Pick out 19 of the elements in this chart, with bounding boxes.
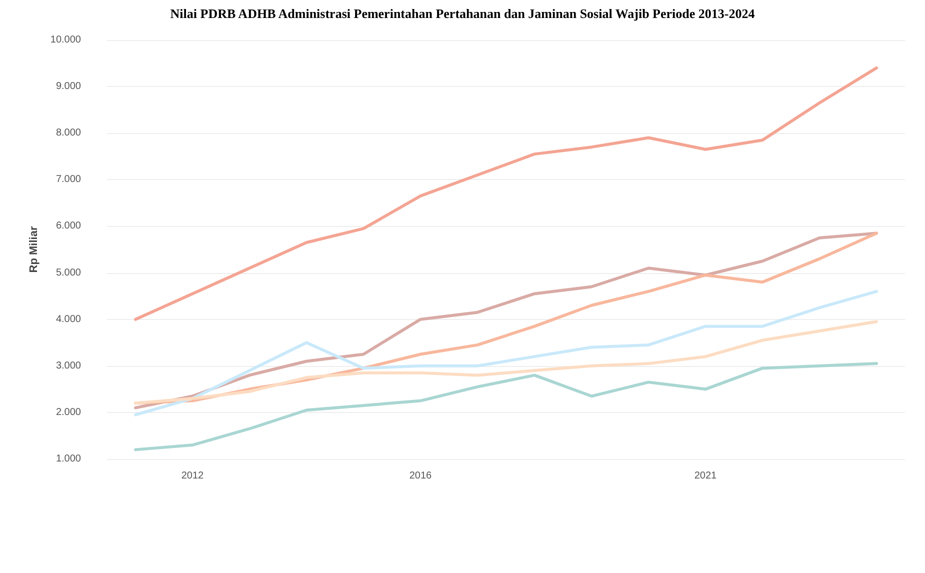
y-axis-title: Rp Miliar — [28, 226, 40, 273]
x-tick-label: 2021 — [694, 470, 718, 482]
line-series — [134, 320, 878, 405]
line-series — [134, 362, 878, 452]
line-series — [134, 290, 878, 416]
x-tick-label: 2012 — [181, 470, 204, 482]
line-series — [134, 66, 878, 321]
y-tick-label: 3.000 — [56, 360, 82, 372]
y-tick-label: 9.000 — [56, 81, 82, 92]
chart-title: Nilai PDRB ADHB Administrasi Pemerintahan Pertahanan dan Jaminan Sosial Wajib Periode 2013-2024 — [170, 6, 756, 21]
y-tick-label: 10.000 — [50, 34, 82, 46]
x-tick-label: 2016 — [409, 470, 432, 482]
y-tick-label: 8.000 — [56, 128, 82, 139]
y-tick-label: 6.000 — [56, 220, 82, 232]
y-tick-label: 1.000 — [56, 454, 82, 464]
y-tick-label: 5.000 — [56, 267, 82, 278]
y-tick-label: 7.000 — [56, 174, 82, 186]
y-tick-label: 2.000 — [56, 406, 82, 418]
y-tick-label: 4.000 — [56, 314, 82, 325]
